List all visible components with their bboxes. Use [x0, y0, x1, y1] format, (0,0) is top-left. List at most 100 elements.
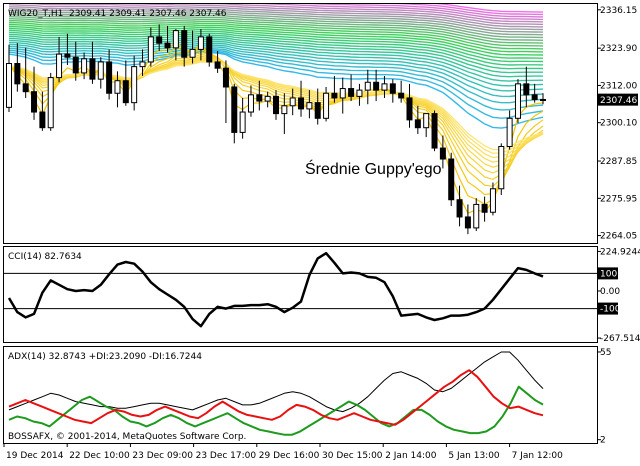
- candle: [97, 57, 104, 89]
- price-tick-label: 2323.90: [600, 44, 637, 54]
- time-axis: 19 Dec 2014 22 Dec 10:00 23 Dec 09:00 23 De…: [3, 443, 563, 461]
- candle: [114, 71, 121, 108]
- candle-body: [72, 56, 79, 74]
- candle: [231, 83, 238, 144]
- cci-tick-label: 224.9244: [600, 247, 640, 257]
- main-price-panel[interactable]: [3, 3, 598, 244]
- candle: [14, 43, 21, 92]
- current-price-label: 2307.46: [600, 96, 637, 106]
- adx-value-axis: 55 2: [597, 348, 611, 446]
- candle: [339, 77, 346, 114]
- guppy-long-ema-line: [8, 23, 544, 53]
- candle-body: [197, 36, 204, 50]
- candle-body: [31, 91, 38, 113]
- candle: [498, 143, 505, 196]
- time-tick-label: 29 Dec 16:00: [259, 451, 320, 461]
- candle: [122, 60, 129, 106]
- minus-di-line: [8, 369, 544, 426]
- cci-panel-header: CCI(14) 82.7634: [8, 252, 82, 262]
- candle-body: [381, 83, 388, 91]
- price-tick-label: 2275.95: [600, 194, 637, 204]
- candle: [239, 97, 246, 139]
- guppy-long-ema-line: [8, 35, 543, 74]
- adx-panel-header: ADX(14) 32.8743 +DI:23.2090 -DI:16.7244: [8, 352, 202, 362]
- guppy-long-ema-line: [8, 12, 544, 36]
- candle-body: [106, 61, 113, 94]
- candle: [106, 49, 113, 100]
- guppy-long-ema-line: [8, 27, 544, 59]
- candle: [164, 25, 171, 53]
- candle: [298, 80, 305, 117]
- time-tick-label: 30 Dec 15:00: [322, 451, 383, 461]
- candle: [431, 110, 438, 152]
- cci-level-marker: [598, 302, 618, 315]
- time-tick-label: 22 Dec 10:00: [69, 451, 130, 461]
- candle-body: [181, 30, 188, 58]
- candle: [514, 79, 521, 123]
- candle-body: [473, 203, 480, 229]
- cci-tick-label: 100: [600, 269, 617, 279]
- adx-tick-label: 2: [600, 436, 606, 446]
- candle-body: [14, 63, 21, 85]
- candle-body: [439, 147, 446, 160]
- candle-body: [348, 88, 355, 97]
- guppy-ribbon: [8, 4, 544, 214]
- candle-body: [540, 99, 546, 102]
- candle: [22, 47, 29, 98]
- candle-body: [406, 97, 413, 121]
- candle: [506, 110, 513, 150]
- candle-body: [273, 95, 279, 115]
- guppy-long-ema-line: [8, 43, 544, 92]
- guppy-long-ema-line: [8, 39, 544, 82]
- guppy-short-ema-line: [8, 40, 544, 214]
- candle-body: [364, 81, 371, 91]
- candle: [381, 76, 388, 98]
- candle: [464, 204, 471, 235]
- guppy-long-ema-line: [306, 4, 544, 18]
- candle-body: [331, 92, 338, 99]
- adx-panel[interactable]: [3, 346, 598, 444]
- candle-body: [47, 77, 54, 129]
- adx-plot-area: [8, 351, 544, 436]
- price-tick-label: 2264.05: [600, 232, 637, 242]
- candle-body: [214, 61, 221, 69]
- candle-body: [131, 66, 138, 104]
- guppy-long-ema-line: [388, 4, 544, 16]
- guppy-annotation: Średnie Guppy'ego: [305, 159, 442, 178]
- candle-body: [122, 80, 129, 104]
- candle-body: [39, 111, 46, 129]
- time-tick-label: 5 Jan 13:00: [448, 451, 500, 461]
- candle-body: [172, 30, 179, 49]
- candle-body: [164, 42, 171, 49]
- cci-tick-label: 0.00: [600, 287, 620, 297]
- candle-body: [114, 80, 121, 94]
- candle-body: [514, 83, 521, 119]
- candle: [489, 182, 496, 216]
- guppy-long-ema-line: [8, 10, 544, 33]
- candle-body: [64, 53, 71, 58]
- candle: [423, 113, 430, 138]
- main-price-axis: 2336.15 2323.90 2312.00 2300.10 2287.85 2275.…: [597, 6, 637, 242]
- guppy-short-ema-line: [8, 48, 544, 196]
- plus-di-line: [8, 385, 544, 436]
- candle: [348, 74, 355, 102]
- guppy-long-ema-line: [8, 21, 544, 50]
- candle: [356, 83, 363, 106]
- guppy-long-ema-line: [8, 29, 544, 63]
- candle: [314, 88, 321, 125]
- candle: [331, 76, 338, 103]
- candle-body: [506, 117, 513, 147]
- candle: [222, 60, 229, 123]
- candle-body: [239, 111, 246, 133]
- candle: [31, 66, 38, 120]
- candle-body: [314, 102, 321, 119]
- time-tick-label: 2 Jan 14:00: [385, 451, 437, 461]
- candle: [373, 69, 380, 102]
- candle: [81, 52, 88, 80]
- candle: [414, 105, 421, 134]
- candle: [289, 88, 296, 116]
- candle-body: [206, 36, 213, 63]
- cci-panel[interactable]: [3, 246, 598, 343]
- candle-body: [189, 48, 196, 58]
